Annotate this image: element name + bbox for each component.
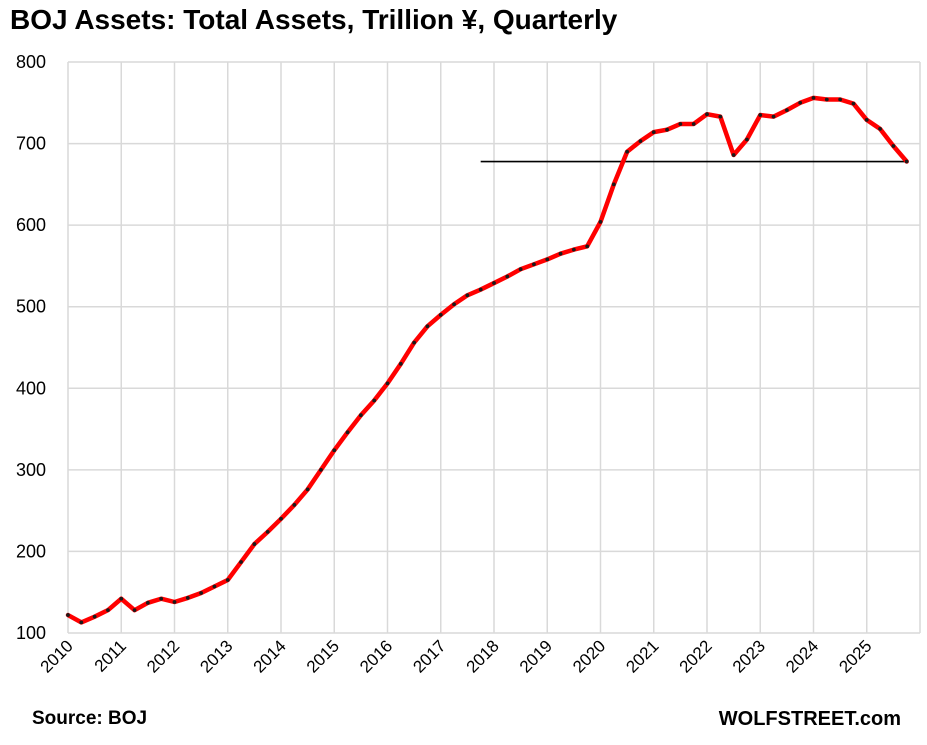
data-point xyxy=(638,139,643,144)
data-point xyxy=(106,608,110,613)
data-point xyxy=(438,312,443,317)
data-point xyxy=(571,247,576,252)
data-point xyxy=(585,244,590,249)
data-point xyxy=(784,108,789,113)
x-tick-label: 2020 xyxy=(569,636,609,676)
chart-title: BOJ Assets: Total Assets, Trillion ¥, Qu… xyxy=(10,4,618,35)
series-markers xyxy=(66,95,909,625)
data-point xyxy=(691,122,696,126)
data-point xyxy=(345,430,350,435)
data-point xyxy=(199,591,204,595)
data-point xyxy=(891,144,896,148)
y-tick-label: 400 xyxy=(16,378,46,398)
brand-credit: WOLFSTREET.com xyxy=(718,708,901,730)
y-tick-label: 600 xyxy=(16,215,46,235)
data-point xyxy=(319,467,323,472)
data-point xyxy=(279,516,283,521)
x-tick-label: 2016 xyxy=(356,636,396,676)
data-point xyxy=(252,542,257,546)
data-point xyxy=(532,262,536,267)
y-tick-label: 800 xyxy=(16,52,46,72)
x-tick-label: 2013 xyxy=(196,636,236,676)
y-tick-label: 500 xyxy=(16,297,46,317)
data-point xyxy=(505,274,510,279)
data-point xyxy=(771,114,776,119)
data-point xyxy=(212,584,217,589)
data-point xyxy=(385,381,390,386)
x-tick-label: 2024 xyxy=(782,636,822,676)
data-point xyxy=(66,613,70,617)
y-tick-label: 200 xyxy=(16,541,46,561)
data-point xyxy=(225,578,230,582)
data-point xyxy=(305,487,310,492)
data-point xyxy=(465,293,470,298)
x-tick-label: 2011 xyxy=(91,636,130,675)
y-tick-label: 100 xyxy=(16,623,46,643)
series-line xyxy=(65,95,909,625)
data-point xyxy=(851,101,856,106)
data-point xyxy=(545,257,550,262)
data-point xyxy=(372,398,377,403)
data-point xyxy=(478,287,483,292)
data-point xyxy=(811,95,816,100)
grid-lines xyxy=(67,61,921,634)
data-point xyxy=(878,126,882,131)
x-tick-label: 2025 xyxy=(835,636,875,676)
data-point xyxy=(798,100,803,105)
data-point xyxy=(758,113,763,117)
data-point xyxy=(119,596,124,601)
source-note: Source: BOJ xyxy=(32,708,148,729)
data-point xyxy=(625,149,630,154)
x-tick-label: 2023 xyxy=(729,636,769,676)
data-point xyxy=(398,361,403,366)
x-tick-label: 2021 xyxy=(622,636,662,676)
data-point xyxy=(665,127,669,132)
data-point xyxy=(745,137,749,142)
data-point xyxy=(904,159,909,164)
x-tick-label: 2018 xyxy=(463,636,503,676)
data-point xyxy=(824,97,829,102)
data-point xyxy=(332,448,337,453)
x-tick-label: 2017 xyxy=(409,636,449,676)
x-axis-tick-labels: 2010 2011 2012 2013 2014 2015 2016 2017 2018 2019… xyxy=(37,636,876,676)
x-tick-label: 2022 xyxy=(676,636,716,676)
data-point xyxy=(92,614,97,619)
y-tick-label: 700 xyxy=(16,134,46,154)
data-point xyxy=(452,302,456,307)
data-point xyxy=(292,503,297,507)
data-point xyxy=(358,413,363,418)
data-point xyxy=(838,97,843,102)
data-point xyxy=(718,114,723,119)
data-point xyxy=(598,219,603,224)
y-axis-tick-labels: 100 200 300 400 500 600 700 800 xyxy=(16,52,46,643)
data-point xyxy=(159,596,164,601)
data-point xyxy=(678,122,683,126)
data-point xyxy=(172,600,177,604)
data-point xyxy=(79,620,84,625)
data-point xyxy=(651,130,656,135)
x-tick-label: 2014 xyxy=(250,636,290,676)
data-point xyxy=(705,112,709,117)
data-point xyxy=(518,267,523,272)
data-point xyxy=(864,118,869,122)
data-point xyxy=(132,608,137,613)
data-point xyxy=(239,560,243,564)
data-point xyxy=(265,529,270,534)
data-point xyxy=(185,596,190,600)
x-tick-label: 2012 xyxy=(143,636,183,676)
x-tick-label: 2015 xyxy=(303,636,343,676)
data-point xyxy=(731,153,736,157)
data-point xyxy=(492,281,496,285)
y-tick-label: 300 xyxy=(16,460,46,480)
data-point xyxy=(145,600,150,605)
data-point xyxy=(611,182,616,187)
data-point xyxy=(425,324,430,329)
data-point xyxy=(412,340,417,345)
x-tick-label: 2019 xyxy=(516,636,556,676)
data-point xyxy=(558,251,563,256)
